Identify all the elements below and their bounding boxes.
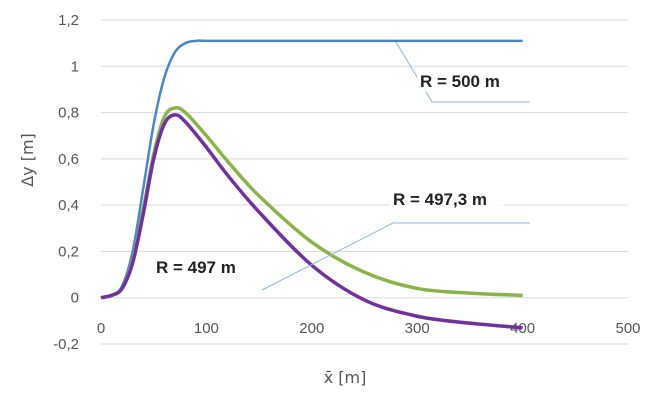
series-annotation: R = 497 m xyxy=(156,258,236,277)
x-axis-title: x̄ [m] xyxy=(324,368,367,387)
y-tick-label: 0,8 xyxy=(58,105,79,122)
annotation-background xyxy=(390,188,504,210)
annotation-leader xyxy=(395,41,530,103)
x-tick-label: 0 xyxy=(97,320,105,337)
annotation-background xyxy=(417,70,512,92)
y-tick-label: 0,2 xyxy=(58,243,79,260)
x-tick-label: 100 xyxy=(194,320,219,337)
series-annotation: R = 500 m xyxy=(420,72,500,91)
annotation-leader xyxy=(261,222,530,291)
x-tick-label: 300 xyxy=(405,320,430,337)
series-lines xyxy=(100,39,523,330)
y-axis-title: Δy [m] xyxy=(18,133,37,187)
y-tick-label: 0 xyxy=(71,290,79,307)
y-tick-label: 1 xyxy=(71,58,79,75)
annotation-background xyxy=(153,256,248,278)
y-tick-label: -0,2 xyxy=(53,336,79,353)
x-tick-label: 200 xyxy=(299,320,324,337)
grid-lines xyxy=(101,19,628,345)
tick-labels: -0,2 0 0,2 0,4 0,6 0,8 1 1,2 0 100 200 300 400 500 xyxy=(53,12,640,353)
series-line xyxy=(100,39,523,299)
y-tick-label: 0,4 xyxy=(58,197,79,214)
annotations: R = 500 m R = 497,3 m R = 497 m xyxy=(153,41,530,291)
y-tick-label: 0,6 xyxy=(58,151,79,168)
series-line xyxy=(100,113,523,330)
x-tick-label: 400 xyxy=(510,320,535,337)
series-annotation: R = 497,3 m xyxy=(393,190,487,209)
x-tick-label: 500 xyxy=(615,320,640,337)
y-tick-label: 1,2 xyxy=(58,12,79,29)
